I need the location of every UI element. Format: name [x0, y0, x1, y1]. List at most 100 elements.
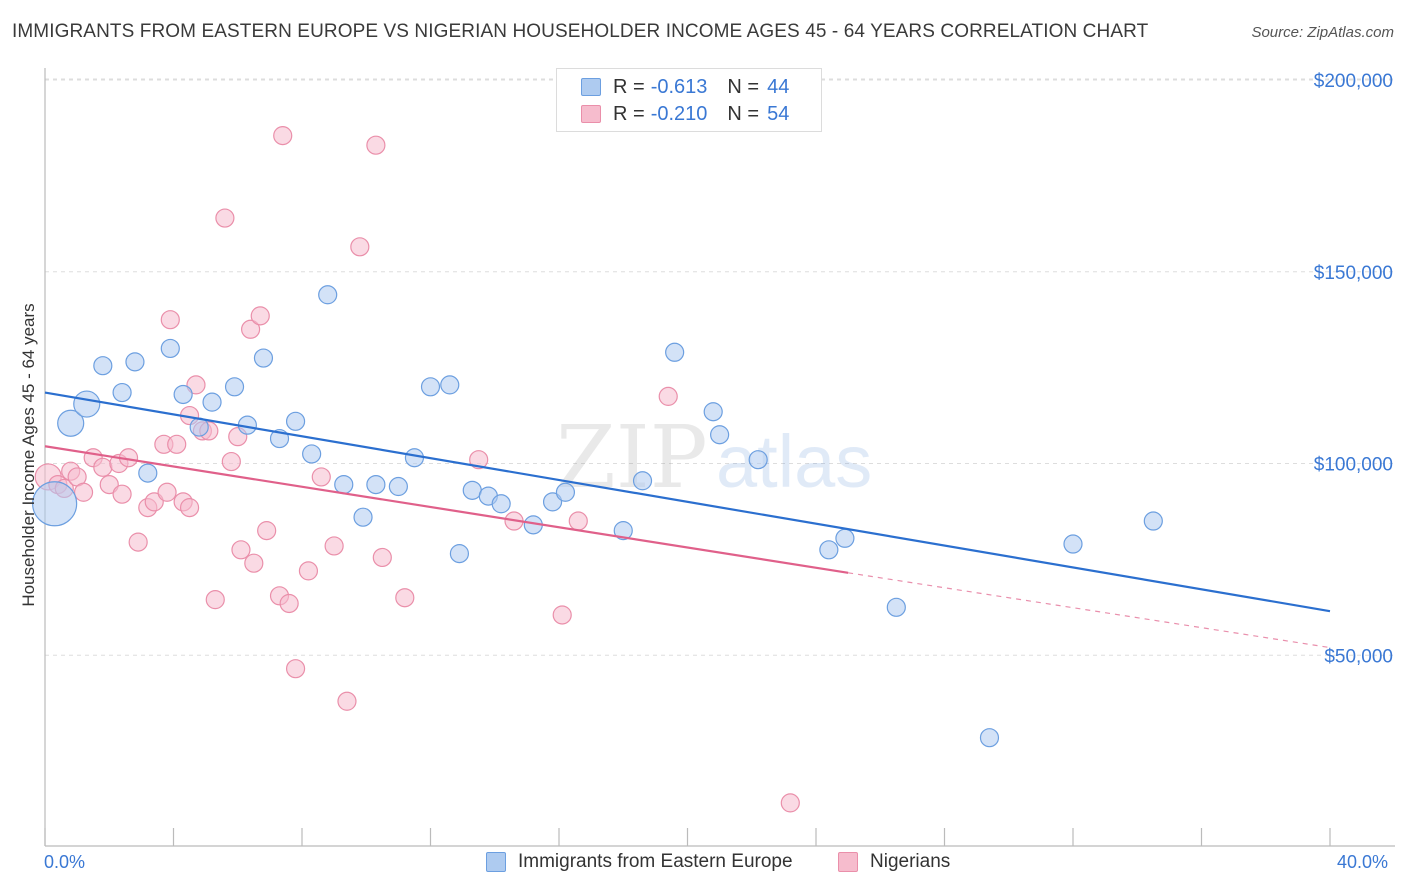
nigerians-point: [128, 532, 148, 552]
nigerians-point: [93, 457, 113, 477]
eastern-europe-point: [665, 342, 685, 362]
nigerians-trend-line: [44, 445, 849, 574]
nigerians-point: [99, 474, 119, 495]
chart-title: IMMIGRANTS FROM EASTERN EUROPE VS NIGERI…: [12, 21, 1149, 42]
nigerians-point: [250, 306, 270, 326]
bottom-legend-label: Immigrants from Eastern Europe: [518, 851, 793, 872]
legend-row-nigerians: R = -0.210 N = 54: [581, 102, 789, 126]
nigerians-trend-extension: [848, 572, 1331, 649]
source-label: Source: ZipAtlas.com: [1251, 24, 1394, 41]
eastern-europe-point: [819, 540, 839, 560]
y-tick-label: $100,000: [1314, 455, 1393, 476]
eastern-europe-point: [253, 348, 274, 368]
nigerians-point: [221, 451, 241, 472]
eastern-europe-point: [388, 476, 408, 497]
axes: [44, 68, 1395, 847]
y-tick-labels: $50,000 $100,000 $150,000 $200,000: [1314, 71, 1393, 667]
eastern-europe-point: [202, 392, 222, 412]
legend-r-label: R =: [613, 75, 645, 98]
nigerians-point: [241, 319, 261, 339]
nigerians-point: [350, 237, 370, 257]
eastern-europe-point: [334, 474, 354, 495]
eastern-europe-point: [449, 544, 470, 564]
eastern-europe-point: [835, 528, 855, 548]
eastern-europe-point: [703, 402, 723, 422]
watermark-atlas: atlas: [716, 420, 872, 503]
nigerians-point: [205, 590, 225, 610]
eastern-europe-point: [57, 409, 85, 437]
eastern-europe-point: [160, 338, 180, 359]
correlation-legend: R = -0.613 N = 44 R = -0.210 N = 54: [556, 68, 822, 132]
eastern-europe-point: [302, 444, 322, 464]
eastern-europe-point: [93, 356, 113, 376]
nigerians-point: [311, 467, 331, 487]
nigerians-point: [469, 450, 489, 470]
eastern-europe-point: [224, 377, 245, 397]
eastern-europe-point: [285, 411, 306, 431]
nigerians-point: [285, 659, 306, 679]
nigerians-point: [324, 536, 344, 556]
eastern-europe-point: [555, 482, 576, 502]
y-tick-label: $150,000: [1314, 263, 1393, 284]
eastern-europe-point: [710, 425, 730, 445]
eastern-europe-point: [420, 377, 441, 397]
eastern-europe-point: [542, 492, 563, 512]
eastern-europe-point: [138, 463, 158, 483]
nigerians-point: [279, 593, 299, 614]
bottom-legend-nigerians: Nigerians: [838, 851, 950, 873]
nigerians-point: [179, 498, 200, 518]
legend-n-label: N =: [727, 75, 760, 98]
eastern-europe-point: [404, 448, 425, 468]
eastern-europe-point: [748, 450, 768, 470]
eastern-europe-point: [632, 471, 653, 491]
legend-r-label: R =: [613, 102, 645, 125]
nigerians-point: [215, 208, 235, 228]
y-tick-label: $50,000: [1324, 646, 1393, 667]
eastern-europe-point: [462, 480, 482, 500]
nigerians-point: [231, 540, 251, 560]
eastern-europe-point: [979, 728, 1000, 748]
trend-lines: [44, 391, 1331, 649]
nigerians-point: [273, 126, 293, 146]
eastern-europe-point: [353, 507, 373, 527]
x-tick-min: 0.0%: [44, 852, 86, 872]
bottom-legend-label: Nigerians: [870, 851, 951, 872]
eastern-europe-point: [886, 597, 906, 617]
legend-swatch-pink: [581, 105, 601, 123]
nigerians-point: [157, 482, 177, 502]
legend-r-value: -0.210: [650, 102, 708, 125]
legend-swatch-blue: [581, 78, 601, 96]
nigerians-point: [167, 434, 187, 454]
bottom-legend-swatch-pink: [838, 852, 858, 872]
nigerians-point: [366, 135, 386, 155]
nigerians-point: [568, 511, 588, 531]
nigerians-point: [112, 484, 132, 504]
y-tick-label: $200,000: [1314, 71, 1393, 92]
nigerians-point: [552, 605, 572, 625]
eastern-europe-point: [1143, 511, 1163, 531]
legend-n-value: 54: [767, 102, 790, 125]
eastern-europe-point: [366, 474, 386, 495]
nigerians-point: [780, 793, 800, 813]
eastern-europe-trend-line: [44, 391, 1331, 613]
eastern-europe-point: [173, 384, 193, 405]
watermark: ZIP atlas: [556, 408, 872, 508]
eastern-europe-points: [32, 285, 1163, 748]
nigerians-point: [337, 691, 357, 711]
eastern-europe-point: [318, 285, 338, 305]
legend-row-eastern-europe: R = -0.613 N = 44: [581, 75, 789, 99]
y-axis-label: Householder Income Ages 45 - 64 years: [19, 303, 38, 607]
nigerians-point: [144, 492, 164, 512]
nigerians-point: [160, 310, 180, 330]
eastern-europe-point: [440, 375, 460, 395]
eastern-europe-point: [613, 521, 633, 541]
eastern-europe-point: [32, 481, 78, 527]
legend-n-value: 44: [767, 75, 790, 98]
nigerians-point: [73, 482, 94, 502]
eastern-europe-point: [112, 382, 132, 403]
nigerians-point: [186, 375, 206, 395]
eastern-europe-point: [125, 352, 145, 372]
nigerians-point: [244, 553, 264, 573]
eastern-europe-point: [73, 390, 101, 418]
